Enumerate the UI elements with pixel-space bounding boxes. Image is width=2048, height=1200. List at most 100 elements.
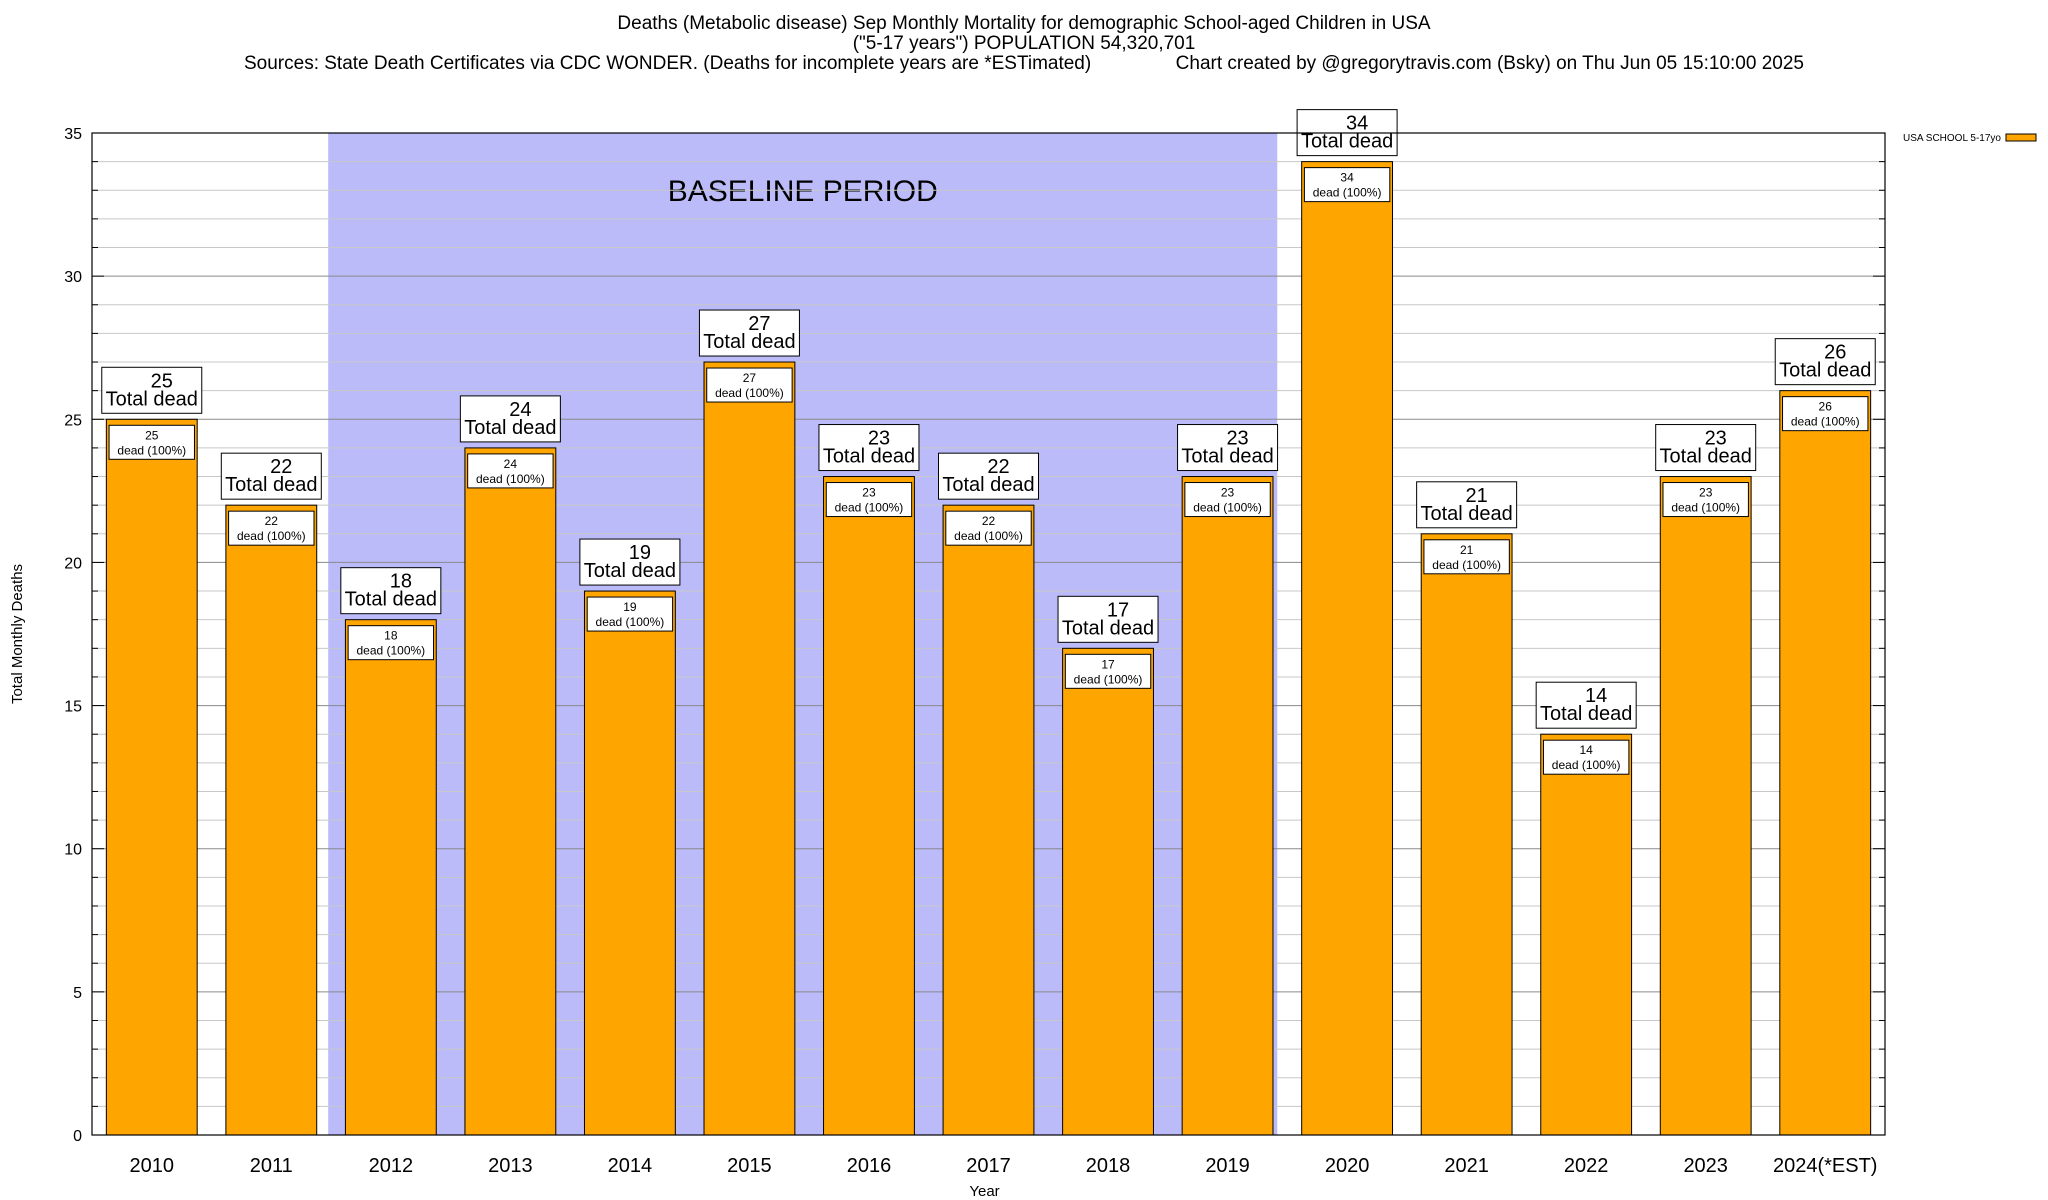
inner-label-box bbox=[706, 367, 793, 403]
bar-label-box bbox=[1535, 681, 1637, 729]
bar-2024(*EST) bbox=[1779, 390, 1872, 1136]
inner-label-suffix: dead (100%) bbox=[237, 529, 306, 543]
bar-2018 bbox=[1062, 647, 1154, 1136]
bar-label-box bbox=[818, 424, 920, 472]
bar-2020 bbox=[1301, 161, 1394, 1136]
legend-label: USA SCHOOL 5-17yo bbox=[1903, 133, 2001, 144]
plot-frame bbox=[91, 132, 1886, 1136]
bar-2013 bbox=[464, 447, 557, 1136]
bar-label-value: 27 bbox=[748, 313, 770, 335]
baseline-period-label: BASELINE PERIOD bbox=[668, 175, 938, 208]
inner-label-value: 23 bbox=[1221, 486, 1235, 500]
bar-label-value: 14 bbox=[1585, 685, 1607, 707]
inner-label-box bbox=[467, 453, 554, 489]
bar-label-box bbox=[1177, 424, 1279, 472]
inner-label-suffix: dead (100%) bbox=[715, 386, 784, 400]
chart-header: Deaths (Metabolic disease) Sep Monthly M… bbox=[0, 14, 2048, 74]
inner-label-box bbox=[1184, 482, 1271, 518]
chart-credit: Chart created by @gregorytravis.com (Bsk… bbox=[1175, 53, 1804, 74]
x-tick-label: 2022 bbox=[1564, 1155, 1609, 1177]
bar-label-box bbox=[698, 309, 800, 357]
inner-label-suffix: dead (100%) bbox=[1671, 501, 1740, 515]
bar-label-suffix: Total dead bbox=[942, 474, 1034, 496]
chart-sources: Sources: State Death Certificates via CD… bbox=[244, 53, 1092, 74]
bar-2015 bbox=[703, 361, 796, 1136]
inner-label-value: 25 bbox=[145, 428, 159, 442]
bar-2019 bbox=[1181, 476, 1274, 1136]
bar-label-suffix: Total dead bbox=[1779, 360, 1871, 382]
bar-label-value: 22 bbox=[270, 456, 292, 478]
bar-label-value: 22 bbox=[987, 456, 1009, 478]
bar-label-suffix: Total dead bbox=[106, 388, 198, 410]
inner-label-box bbox=[586, 596, 674, 632]
inner-label-box bbox=[1782, 396, 1869, 432]
bar-label-value: 34 bbox=[1346, 113, 1368, 135]
inner-label-value: 34 bbox=[1340, 171, 1354, 185]
chart-sources-line: Sources: State Death Certificates via CD… bbox=[0, 54, 2048, 74]
x-tick-label: 2016 bbox=[847, 1155, 892, 1177]
bar-label-box bbox=[579, 538, 681, 586]
inner-label-box bbox=[825, 482, 913, 518]
y-tick-label: 15 bbox=[64, 699, 82, 716]
x-tick-label: 2013 bbox=[488, 1155, 533, 1177]
inner-label-box bbox=[945, 510, 1032, 546]
bar-label-box bbox=[1774, 338, 1876, 386]
bar-label-suffix: Total dead bbox=[225, 474, 317, 496]
bar-label-value: 24 bbox=[509, 399, 531, 421]
x-tick-label: 2015 bbox=[727, 1155, 772, 1177]
x-tick-label: 2023 bbox=[1683, 1155, 1728, 1177]
inner-label-value: 24 bbox=[504, 457, 518, 471]
bar-2012 bbox=[344, 619, 437, 1136]
bar-label-suffix: Total dead bbox=[1062, 617, 1154, 639]
bar-label-box bbox=[340, 567, 442, 615]
bar-label-value: 23 bbox=[1705, 428, 1727, 450]
inner-label-value: 21 bbox=[1460, 543, 1474, 557]
bar-label-value: 25 bbox=[151, 370, 173, 392]
x-tick-label: 2010 bbox=[130, 1155, 175, 1177]
inner-label-suffix: dead (100%) bbox=[1432, 558, 1501, 572]
bar-label-value: 23 bbox=[1226, 428, 1248, 450]
y-tick-label: 25 bbox=[64, 412, 82, 429]
inner-label-suffix: dead (100%) bbox=[954, 529, 1023, 543]
inner-label-box bbox=[228, 510, 315, 546]
y-axis-label: Total Monthly Deaths bbox=[9, 564, 26, 704]
bar-2016 bbox=[823, 476, 915, 1136]
x-tick-label: 2019 bbox=[1205, 1155, 1250, 1177]
x-tick-label: 2011 bbox=[250, 1155, 293, 1177]
inner-label-suffix: dead (100%) bbox=[596, 615, 665, 629]
inner-label-box bbox=[347, 625, 435, 661]
bar-2011 bbox=[225, 504, 318, 1136]
bar-label-value: 19 bbox=[629, 542, 651, 564]
bar-label-suffix: Total dead bbox=[1301, 131, 1393, 153]
bar-label-suffix: Total dead bbox=[703, 331, 795, 353]
y-tick-label: 20 bbox=[64, 555, 82, 572]
legend-swatch bbox=[2005, 133, 2037, 142]
bar-2023 bbox=[1659, 476, 1752, 1136]
inner-label-suffix: dead (100%) bbox=[1074, 672, 1143, 686]
bar-label-value: 26 bbox=[1824, 342, 1846, 364]
bar-label-suffix: Total dead bbox=[823, 446, 915, 468]
inner-label-suffix: dead (100%) bbox=[1791, 415, 1860, 429]
inner-label-box bbox=[1662, 482, 1749, 518]
inner-label-value: 23 bbox=[1699, 486, 1713, 500]
inner-label-box bbox=[1423, 539, 1510, 575]
bar-label-suffix: Total dead bbox=[1540, 703, 1632, 725]
inner-label-value: 14 bbox=[1579, 743, 1593, 757]
inner-label-value: 26 bbox=[1819, 400, 1833, 414]
inner-label-suffix: dead (100%) bbox=[1313, 186, 1382, 200]
bar-2014 bbox=[583, 590, 676, 1136]
y-tick-label: 5 bbox=[73, 985, 82, 1002]
inner-label-suffix: dead (100%) bbox=[1552, 758, 1621, 772]
inner-label-box bbox=[1303, 167, 1391, 203]
bar-label-box bbox=[220, 452, 322, 500]
bar-label-value: 18 bbox=[390, 571, 412, 593]
chart-subtitle: ("5-17 years") POPULATION 54,320,701 bbox=[852, 33, 1196, 54]
bar-label-box bbox=[1655, 424, 1757, 472]
bar-label-suffix: Total dead bbox=[1420, 503, 1512, 525]
inner-label-value: 23 bbox=[862, 486, 876, 500]
inner-label-suffix: dead (100%) bbox=[1193, 501, 1262, 515]
bar-2010 bbox=[105, 418, 198, 1136]
bar-label-suffix: Total dead bbox=[584, 560, 676, 582]
chart-title: Deaths (Metabolic disease) Sep Monthly M… bbox=[617, 13, 1431, 34]
